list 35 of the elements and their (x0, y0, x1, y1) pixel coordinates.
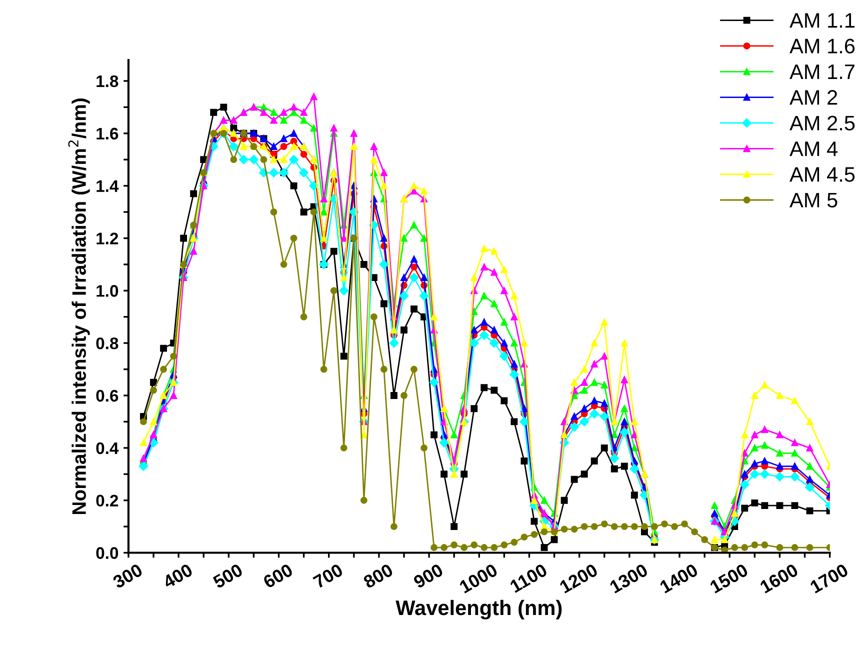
x-tick-label: 800 (362, 563, 394, 589)
y-tick-label: 1.8 (96, 75, 118, 88)
legend-label: AM 2 (790, 90, 838, 105)
legend-label: AM 1.7 (790, 64, 854, 79)
x-tick-label: 1500 (709, 563, 749, 594)
y-tick-label: 0.8 (96, 337, 118, 350)
x-tick-label: 1600 (759, 563, 799, 594)
legend-label: AM 5 (790, 192, 838, 208)
legend-label: AM 1.6 (790, 38, 855, 54)
y-tick-label: 1.0 (96, 285, 118, 297)
y-tick-label: 0.0 (96, 547, 118, 559)
x-tick-label: 1400 (659, 563, 699, 594)
x-axis-title: Wavelength (nm) (396, 600, 562, 620)
x-tick-label: 700 (312, 563, 344, 589)
legend-label: AM 1.1 (790, 13, 854, 28)
x-tick-label: 500 (212, 563, 244, 589)
y-tick-label: 0.6 (96, 390, 118, 402)
y-tick-label: 1.6 (96, 128, 118, 140)
x-tick-label: 1200 (558, 563, 599, 594)
x-tick-label: 900 (412, 563, 444, 589)
y-tick-label: 1.2 (96, 232, 118, 244)
legend-label: AM 4.5 (790, 167, 855, 182)
legend-label: AM 4 (790, 142, 838, 156)
y-axis-title: Normalized intensity of Irradiation (W/m$^{2}$/nm) (68, 98, 90, 514)
x-tick-label: 1100 (509, 563, 548, 593)
legend-label: AM 2.5 (790, 116, 855, 130)
x-tick-label: 300 (112, 563, 144, 589)
y-tick-label: 0.2 (96, 494, 118, 507)
x-tick-label: 400 (162, 563, 194, 589)
y-tick-label: 1.4 (96, 180, 119, 192)
y-tick-label: 0.4 (96, 442, 119, 454)
x-tick-label: 1000 (458, 563, 498, 594)
x-tick-label: 600 (262, 563, 294, 589)
x-tick-label: 1300 (609, 563, 649, 594)
x-tick-label: 1700 (809, 563, 849, 594)
